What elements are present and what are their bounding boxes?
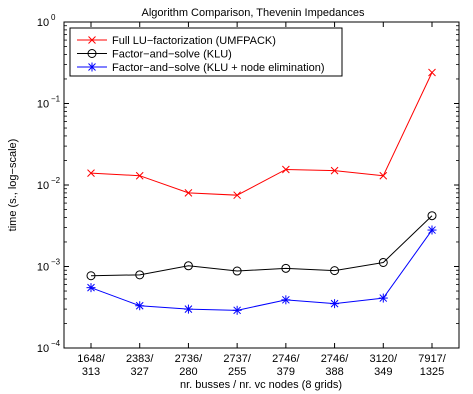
- marker-stroke: [184, 189, 193, 197]
- data-point: [88, 36, 96, 44]
- y-tick-label: 10: [37, 99, 49, 111]
- data-point: [378, 257, 388, 267]
- marker-stroke: [233, 191, 241, 200]
- x-tick-label-bottom: 255: [228, 366, 246, 378]
- data-point: [87, 49, 97, 58]
- x-tick-label-top: 2383/: [126, 353, 154, 365]
- data-point: [282, 165, 290, 174]
- marker-stroke: [88, 36, 96, 44]
- legend-label: Factor−and−solve (KLU): [112, 49, 232, 61]
- legend-entry: Factor−and−solve (KLU): [77, 49, 232, 61]
- y-axis-label: time (s., log−scale): [7, 139, 19, 232]
- legend-label: Full LU−factorization (UMFPACK): [112, 35, 276, 47]
- data-point: [427, 211, 437, 221]
- marker-stroke: [282, 165, 290, 174]
- data-point: [87, 169, 95, 177]
- data-point: [378, 293, 388, 303]
- series-line-1: [90, 72, 433, 196]
- marker-circle: [183, 261, 193, 271]
- data-point: [232, 266, 242, 276]
- marker-stroke: [428, 68, 436, 77]
- y-tick-exponent: 0: [51, 13, 56, 22]
- x-tick-label-bottom: 280: [179, 366, 197, 378]
- y-tick-label: 10: [37, 262, 49, 274]
- x-tick-label-bottom: 388: [325, 366, 343, 378]
- legend-label: Factor−and−solve (KLU + node elimination…: [112, 62, 324, 74]
- data-point: [184, 189, 193, 197]
- y-tick-exponent: −3: [51, 258, 61, 267]
- data-point: [233, 191, 241, 200]
- x-axis: 1648/313 2383/327 2736/280 2737/255 2746/379…: [77, 22, 447, 378]
- data-point: [232, 305, 242, 315]
- data-point: [86, 283, 96, 293]
- legend-entry: Factor−and−solve (KLU + node elimination…: [77, 62, 324, 74]
- x-tick-label-bottom: 327: [131, 366, 149, 378]
- marker-circle: [86, 271, 96, 281]
- data-point: [427, 225, 437, 235]
- data-point: [330, 299, 340, 309]
- marker-stroke: [330, 166, 339, 175]
- marker-stroke: [135, 171, 144, 180]
- data-point: [183, 261, 193, 271]
- data-point: [379, 171, 388, 180]
- marker-circle: [427, 211, 437, 221]
- marker-stroke: [379, 171, 388, 180]
- legend-box: [69, 27, 343, 77]
- x-tick-label-top: 2737/: [223, 353, 251, 365]
- x-tick-label-top: 2746/: [321, 353, 349, 365]
- y-tick-exponent: −2: [51, 176, 61, 185]
- x-tick-label-top: 7917/: [418, 353, 446, 365]
- marker-circle: [87, 49, 97, 58]
- series-line-2: [90, 215, 433, 277]
- data-point: [87, 62, 97, 72]
- x-tick-label-bottom: 1325: [420, 366, 444, 378]
- x-tick-label-top: 3120/: [370, 353, 398, 365]
- x-tick-label-top: 2736/: [175, 353, 203, 365]
- x-tick-label-bottom: 349: [374, 366, 392, 378]
- x-axis-label: nr. busses / nr. vc nodes (8 grids): [180, 379, 342, 391]
- marker-stroke: [87, 169, 95, 177]
- legend-entry: Full LU−factorization (UMFPACK): [77, 35, 276, 47]
- x-tick-label-top: 2746/: [272, 353, 300, 365]
- chart-title: Algorithm Comparison, Thevenin Impedance…: [142, 7, 365, 19]
- x-tick-label-bottom: 379: [277, 366, 295, 378]
- legend: Full LU−factorization (UMFPACK) Factor−an…: [69, 27, 343, 77]
- x-tick-label-top: 1648/: [77, 353, 105, 365]
- y-tick-exponent: −4: [51, 339, 61, 348]
- y-tick-label: 10: [37, 343, 49, 355]
- data-point: [330, 166, 339, 175]
- data-point: [428, 68, 436, 77]
- x-tick-label-bottom: 313: [82, 366, 100, 378]
- data-point: [330, 266, 340, 276]
- marker-circle: [330, 266, 340, 276]
- data-point: [183, 304, 193, 314]
- y-tick-label: 10: [37, 180, 49, 192]
- data-point: [86, 271, 96, 281]
- marker-circle: [232, 266, 242, 276]
- data-point: [135, 301, 145, 311]
- data-point: [135, 270, 145, 280]
- data-point: [135, 171, 144, 180]
- data-point: [281, 263, 291, 273]
- y-tick-label: 10: [37, 17, 49, 29]
- y-tick-exponent: −1: [51, 95, 61, 104]
- series-line-3: [90, 229, 433, 311]
- marker-circle: [281, 263, 291, 273]
- series-layer: [86, 68, 437, 315]
- marker-circle: [378, 257, 388, 267]
- marker-circle: [135, 270, 145, 280]
- data-point: [281, 295, 291, 305]
